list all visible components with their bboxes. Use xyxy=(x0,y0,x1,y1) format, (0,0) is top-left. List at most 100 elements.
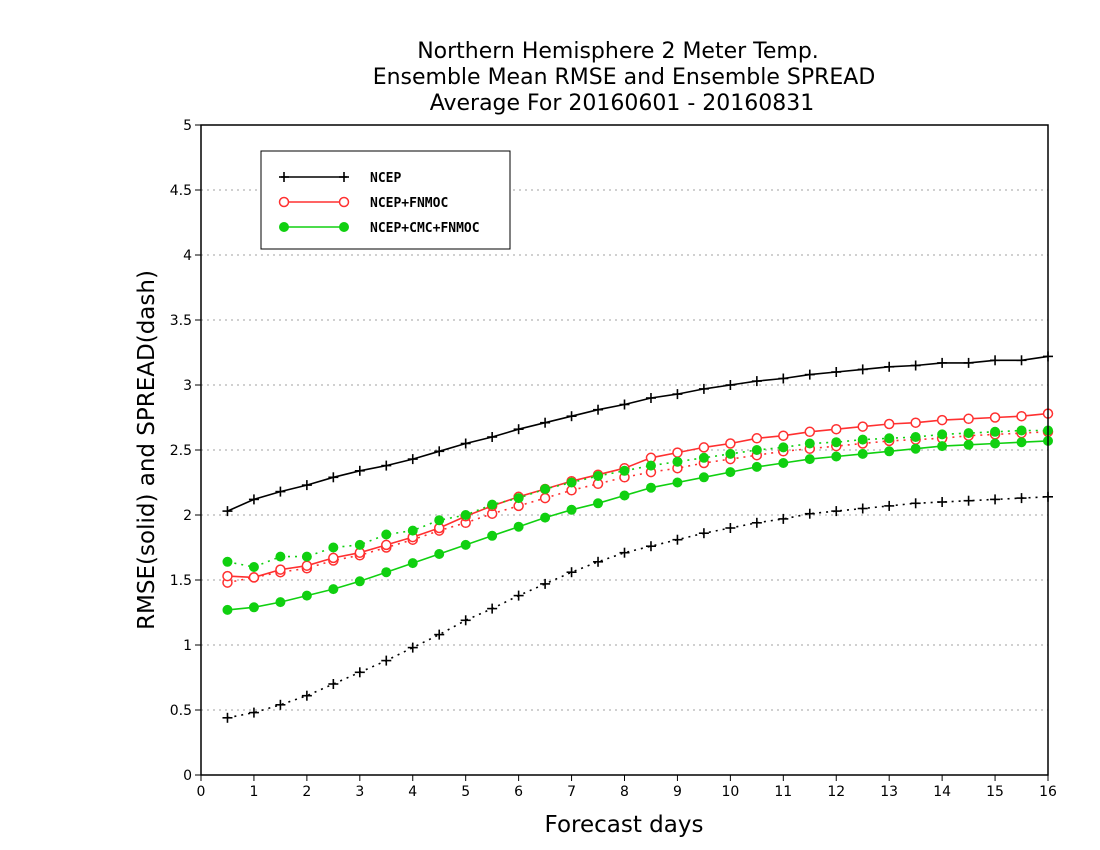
series-3-spread-point xyxy=(540,484,551,494)
series-1-rmse-point xyxy=(910,360,921,371)
legend-swatch-marker xyxy=(338,196,350,208)
series-3-spread-point xyxy=(778,442,789,453)
legend-label: NCEP+CMC+FNMOC xyxy=(370,221,480,236)
series-3-rmse-point xyxy=(460,539,471,550)
x-tick-label: 11 xyxy=(774,784,792,800)
series-1-spread-point xyxy=(698,528,709,539)
series-2-rmse-point xyxy=(381,539,392,551)
x-tick-label: 3 xyxy=(355,784,364,800)
series-layer xyxy=(222,351,1054,723)
x-tick-label: 1 xyxy=(249,784,258,800)
x-tick-label: 15 xyxy=(986,784,1004,800)
series-2-rmse-point xyxy=(963,413,974,425)
series-2-rmse-point xyxy=(725,438,736,449)
series-3-spread-point xyxy=(593,471,604,481)
series-1-rmse-point xyxy=(963,357,974,368)
series-1-spread-point xyxy=(434,629,445,640)
series-3-spread-point xyxy=(698,452,709,463)
series-1-spread-point xyxy=(487,603,498,614)
series-3-rmse-point xyxy=(593,498,604,509)
series-1-spread-point xyxy=(593,556,604,567)
series-3-rmse-point xyxy=(619,490,630,501)
series-1-rmse-point xyxy=(778,373,789,384)
series-3-rmse-point xyxy=(645,482,656,493)
series-2-rmse-point xyxy=(1016,410,1027,422)
series-1-rmse-point xyxy=(222,506,233,517)
series-1-rmse-point xyxy=(857,364,868,375)
series-2-rmse-point xyxy=(248,572,260,583)
series-3-spread-point xyxy=(910,432,921,442)
series-1-spread-point xyxy=(804,508,815,519)
series-3-rmse-point xyxy=(910,443,921,454)
series-3-rmse-point xyxy=(831,451,842,462)
series-1-spread-point xyxy=(1016,493,1027,504)
series-3-rmse-point xyxy=(434,549,445,559)
series-2-rmse-point xyxy=(989,412,1001,423)
series-1-rmse-point xyxy=(301,480,312,491)
legend-swatch-marker xyxy=(279,222,289,232)
series-3-spread-point xyxy=(275,551,286,562)
series-3-spread-point xyxy=(831,437,842,448)
series-3-rmse-point xyxy=(407,558,418,569)
series-1-rmse-point xyxy=(619,399,630,410)
series-3-rmse-point xyxy=(381,567,392,578)
series-1-spread-line xyxy=(227,496,1049,719)
legend-box xyxy=(260,150,511,250)
series-3-rmse-point xyxy=(778,458,789,468)
y-tick-label: 0 xyxy=(183,768,192,784)
y-tick-label: 2 xyxy=(183,508,192,524)
series-3-rmse-point xyxy=(513,521,524,532)
x-tick-label: 13 xyxy=(880,784,898,800)
y-tick-label: 1 xyxy=(183,638,192,654)
legend-swatch-marker xyxy=(279,172,289,182)
series-1-spread-point xyxy=(222,712,233,723)
series-1-rmse-point xyxy=(328,472,339,483)
legend-swatch-marker xyxy=(278,196,290,208)
series-3-rmse-point xyxy=(698,472,709,483)
series-3-spread-point xyxy=(407,525,418,536)
series-3-rmse-point xyxy=(301,590,312,601)
series-3-spread-point xyxy=(566,477,577,488)
series-3-rmse-point xyxy=(963,439,974,450)
series-3-rmse xyxy=(222,435,1053,615)
x-tick-label: 10 xyxy=(721,784,739,800)
x-tick-label: 8 xyxy=(620,784,629,800)
legend-entry-3: NCEP+CMC+FNMOC xyxy=(279,221,480,236)
series-1-rmse-point xyxy=(354,465,365,476)
series-3-rmse-point xyxy=(222,604,233,615)
x-tick-label: 12 xyxy=(827,784,845,800)
series-2-rmse-point xyxy=(778,430,789,441)
series-3-rmse-point xyxy=(884,446,895,457)
series-1-spread-point xyxy=(407,642,418,653)
x-tick-label: 9 xyxy=(673,784,682,800)
series-3-spread-point xyxy=(751,445,762,455)
y-tick-label: 4.5 xyxy=(170,183,192,199)
y-tick-label: 3.5 xyxy=(170,313,192,329)
x-tick-label: 2 xyxy=(302,784,311,800)
x-tick-label: 7 xyxy=(567,784,576,800)
legend-label: NCEP+FNMOC xyxy=(370,196,448,211)
y-tick-label: 5 xyxy=(183,118,192,134)
series-3-spread-point xyxy=(248,562,259,572)
series-1-rmse-point xyxy=(698,383,709,394)
series-1-rmse-point xyxy=(725,380,736,390)
series-2-rmse-point xyxy=(857,421,868,432)
series-1-rmse-point xyxy=(751,376,762,387)
series-3-spread-point xyxy=(804,438,815,449)
series-3-spread-point xyxy=(354,539,365,550)
y-tick-label: 2.5 xyxy=(170,443,192,459)
series-1-spread-point xyxy=(990,494,1001,505)
series-3-spread-point xyxy=(513,493,524,504)
series-1-spread-point xyxy=(354,667,365,678)
chart-title: Northern Hemisphere 2 Meter Temp. Ensemb… xyxy=(373,39,876,116)
legend-entry-2: NCEP+FNMOC xyxy=(278,196,448,211)
x-axis-label: Forecast days xyxy=(545,812,704,838)
series-3-rmse-point xyxy=(1016,437,1027,448)
series-2-rmse-point xyxy=(301,560,313,571)
series-1-spread-point xyxy=(672,534,683,545)
series-1-rmse-point xyxy=(937,357,948,368)
series-2-rmse-point xyxy=(751,433,763,444)
series-1-rmse-point xyxy=(566,411,577,422)
series-1-rmse-point xyxy=(645,393,656,403)
